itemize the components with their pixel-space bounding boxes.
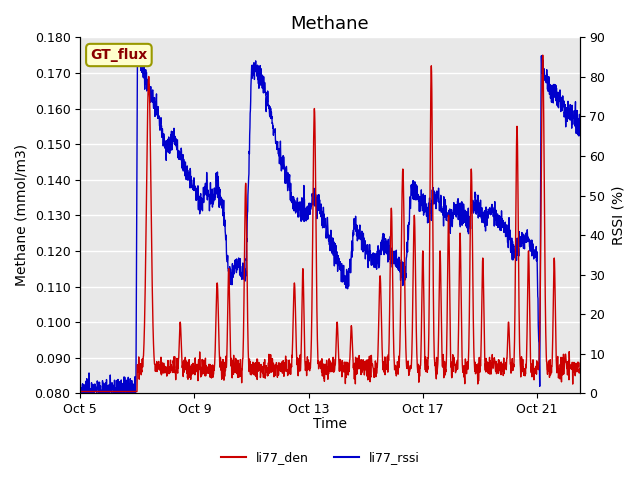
Text: GT_flux: GT_flux	[90, 48, 147, 62]
Y-axis label: Methane (mmol/m3): Methane (mmol/m3)	[15, 144, 29, 287]
X-axis label: Time: Time	[313, 418, 347, 432]
Title: Methane: Methane	[291, 15, 369, 33]
Y-axis label: RSSI (%): RSSI (%)	[611, 186, 625, 245]
Legend: li77_den, li77_rssi: li77_den, li77_rssi	[216, 446, 424, 469]
